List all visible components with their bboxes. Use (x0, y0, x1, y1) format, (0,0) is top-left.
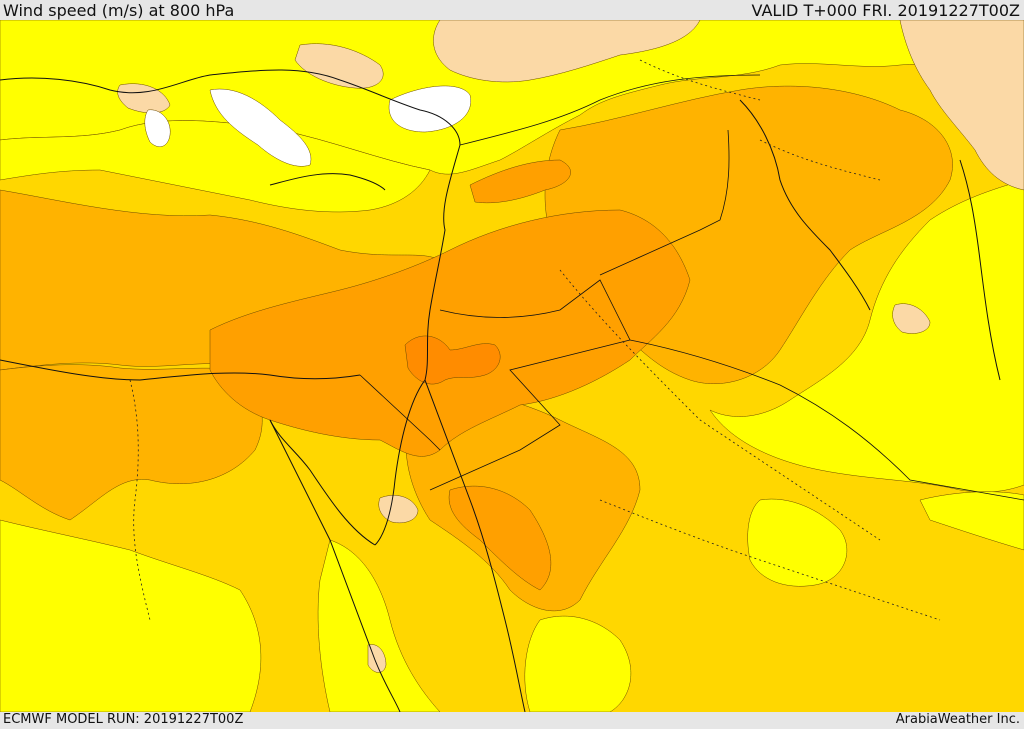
contour-dark-orange (404, 335, 501, 385)
contour-orange-core (209, 209, 691, 457)
contour-yellow-south (317, 539, 441, 712)
contour-peach-gulf (892, 303, 931, 334)
footer-bar: ECMWF MODEL RUN: 20191227T00Z ArabiaWeat… (0, 712, 1024, 729)
contour-amber-center (405, 379, 641, 612)
contour-peach-south (367, 644, 387, 673)
credit-label: ArabiaWeather Inc. (895, 712, 1020, 727)
contour-yellow-southeast-b (524, 615, 632, 712)
contour-amber-southwest (0, 364, 263, 521)
contour-peach-west-1 (294, 43, 384, 89)
dotted-borders (129, 59, 941, 621)
political-borders (359, 74, 1024, 501)
valid-time: VALID T+000 FRI. 20191227T00Z (751, 1, 1020, 20)
contour-white-turkey (209, 88, 312, 167)
contour-white-cyprus (388, 85, 472, 133)
contour-yellow-east (709, 179, 1024, 493)
contour-yellow-mid-west (0, 120, 431, 213)
map-title: Wind speed (m/s) at 800 hPa (3, 1, 235, 20)
contour-peach-northeast (433, 20, 701, 83)
contour-yellow-east-edge (919, 491, 1024, 551)
header-bar: Wind speed (m/s) at 800 hPa VALID T+000 … (0, 0, 1024, 20)
contour-white-west (144, 109, 171, 147)
contour-dark-orange-north (469, 159, 571, 204)
model-run-label: ECMWF MODEL RUN: 20191227T00Z (3, 712, 244, 727)
contour-yellow-southeast-a (747, 498, 848, 587)
wind-speed-map (0, 20, 1024, 712)
coastlines (0, 69, 1001, 712)
contour-peach-far-east (899, 20, 1024, 191)
contour-yellow-southwest (0, 519, 262, 712)
